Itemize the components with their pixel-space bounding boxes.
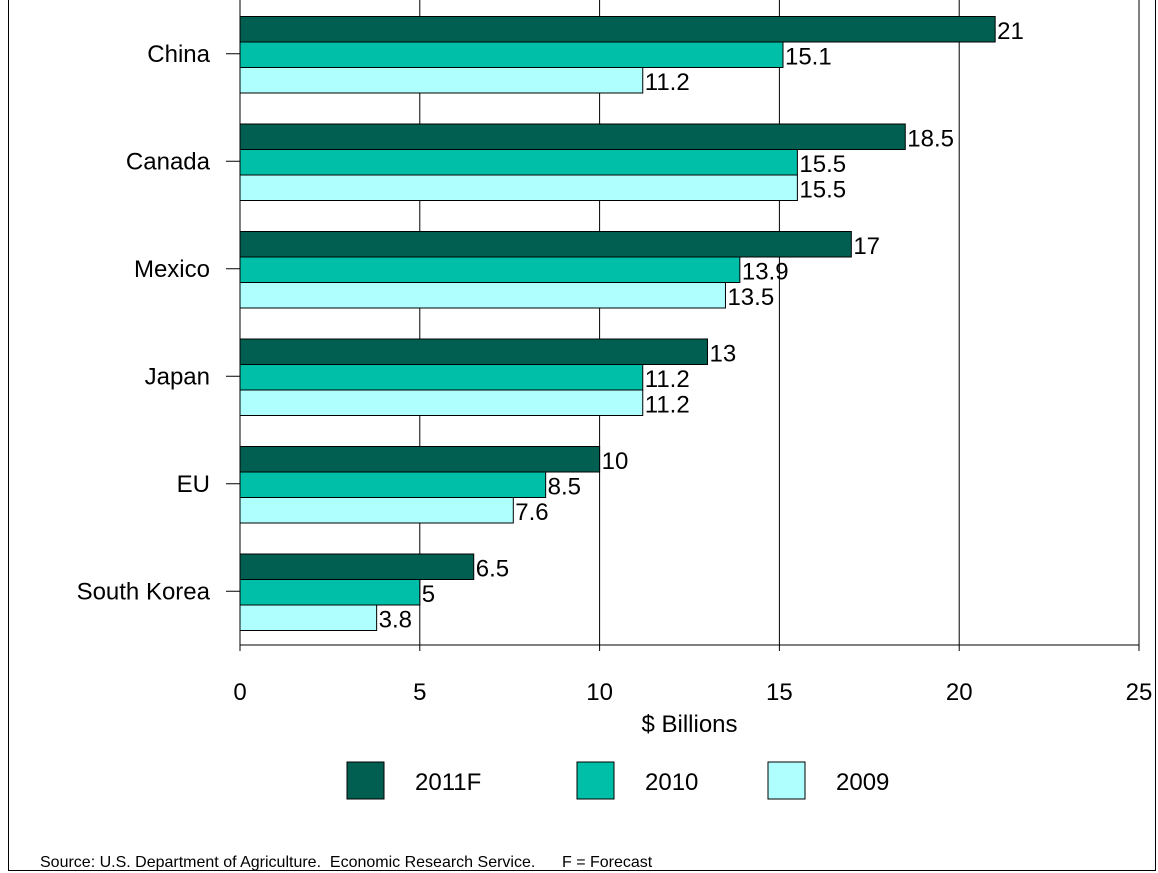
legend-label-2011f: 2011F [415, 769, 481, 796]
y-tick-label-south-korea: South Korea [77, 578, 211, 605]
y-tick-label-canada: Canada [126, 148, 211, 175]
data-label-china-2011f: 21 [997, 18, 1024, 45]
data-label-south-korea-2009: 3.8 [379, 607, 412, 634]
x-tick-label-20: 20 [946, 679, 973, 706]
bar-canada-2009 [239, 174, 798, 201]
data-label-eu-2011f: 10 [602, 448, 629, 475]
bar-mexico-2009 [239, 282, 726, 309]
legend-swatch-2011f [346, 761, 385, 800]
data-label-china-2010: 15.1 [785, 44, 832, 71]
data-label-china-2009: 11.2 [645, 69, 690, 96]
data-label-eu-2009: 7.6 [515, 499, 548, 526]
bar-japan-2009 [239, 389, 644, 416]
data-label-eu-2010: 8.5 [548, 474, 581, 501]
x-tick-label-25: 25 [1126, 679, 1153, 706]
bar-canada-2010 [239, 149, 798, 176]
y-tick-label-eu: EU [177, 471, 210, 498]
data-label-japan-2011f: 13 [709, 341, 736, 368]
bar-canada-2011f [239, 123, 906, 150]
data-label-south-korea-2011f: 6.5 [476, 556, 509, 583]
bar-china-2011f [239, 16, 996, 43]
y-tick-label-mexico: Mexico [134, 256, 210, 283]
bar-china-2009 [239, 67, 644, 94]
data-label-mexico-2009: 13.5 [727, 284, 774, 311]
bar-south-korea-2011f [239, 553, 475, 580]
bar-japan-2010 [239, 364, 644, 391]
bar-eu-2009 [239, 497, 514, 524]
legend-swatch-2010 [576, 761, 615, 800]
data-label-japan-2010: 11.2 [645, 366, 690, 393]
data-label-mexico-2011f: 17 [853, 233, 880, 260]
x-tick-label-5: 5 [413, 679, 426, 706]
data-label-canada-2010: 15.5 [799, 151, 846, 178]
legend-label-2010: 2010 [645, 769, 698, 796]
bar-china-2010 [239, 41, 784, 68]
x-axis-label: $ Billions [641, 711, 737, 738]
bar-mexico-2011f [239, 231, 852, 258]
data-label-canada-2011f: 18.5 [907, 126, 954, 153]
data-label-mexico-2010: 13.9 [742, 259, 789, 286]
data-label-japan-2009: 11.2 [645, 392, 690, 419]
bar-south-korea-2009 [239, 604, 378, 631]
bar-eu-2011f [239, 446, 601, 473]
data-label-canada-2009: 15.5 [799, 177, 846, 204]
source-note: Source: U.S. Department of Agriculture. … [40, 854, 653, 871]
x-tick-label-10: 10 [586, 679, 613, 706]
y-tick-label-japan: Japan [145, 363, 210, 390]
data-label-south-korea-2010: 5 [422, 581, 435, 608]
bar-mexico-2010 [239, 256, 741, 283]
legend-swatch-2009 [767, 761, 806, 800]
chart-frame [8, 0, 1156, 871]
legend-label-2009: 2009 [836, 769, 889, 796]
x-tick-label-15: 15 [766, 679, 793, 706]
bar-south-korea-2010 [239, 579, 421, 606]
bar-japan-2011f [239, 338, 708, 365]
y-tick-label-china: China [147, 41, 210, 68]
bar-eu-2010 [239, 471, 547, 498]
x-tick-label-0: 0 [233, 679, 246, 706]
